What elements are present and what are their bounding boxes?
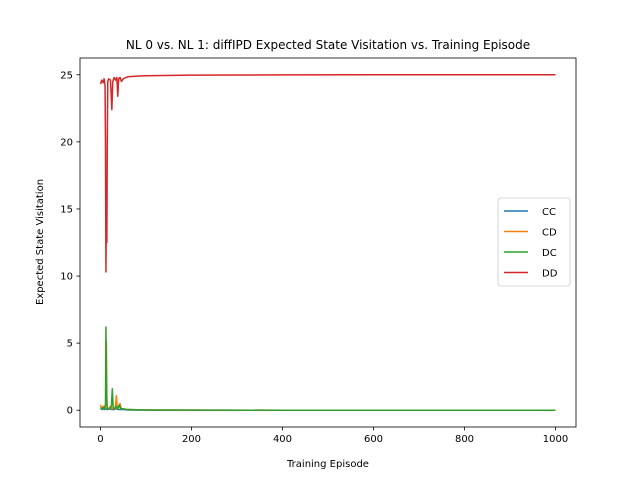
x-tick-label: 1000 <box>543 434 568 445</box>
series-line-dd <box>99 74 556 273</box>
y-axis-label: Expected State Visitation <box>35 179 46 305</box>
y-tick-label: 15 <box>60 204 73 215</box>
legend-label-cc: CC <box>542 207 556 218</box>
plot-area: 0 200 400 600 800 1000 0 5 10 15 20 25 <box>60 57 577 445</box>
legend-label-cd: CD <box>542 228 557 239</box>
legend: CC CD DC DD <box>497 197 571 287</box>
legend-box <box>497 197 571 287</box>
series-line-dc <box>99 326 556 411</box>
axes-frame <box>79 57 577 428</box>
x-tick-label: 200 <box>182 434 201 445</box>
x-tick-label: 0 <box>97 434 103 445</box>
chart-title: NL 0 vs. NL 1: diffIPD Expected State Vi… <box>126 38 530 52</box>
y-tick-label: 20 <box>60 137 73 148</box>
legend-label-dd: DD <box>542 269 558 280</box>
y-tick-label: 5 <box>67 339 73 350</box>
x-tick-label: 800 <box>455 434 474 445</box>
x-tick-label: 600 <box>364 434 383 445</box>
x-axis-label: Training Episode <box>286 459 369 470</box>
y-tick-label: 0 <box>67 406 73 417</box>
x-tick-label: 400 <box>273 434 292 445</box>
y-tick-label: 10 <box>60 272 73 283</box>
y-tick-label: 25 <box>60 70 73 81</box>
legend-label-dc: DC <box>542 248 557 259</box>
